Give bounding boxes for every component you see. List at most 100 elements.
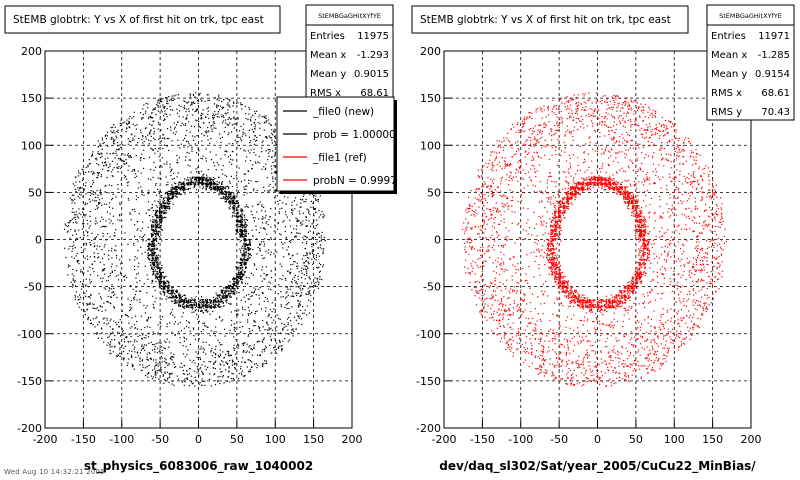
data-point	[321, 210, 323, 213]
data-point	[137, 266, 139, 268]
data-point	[244, 252, 246, 254]
data-point	[317, 277, 319, 279]
data-point	[244, 258, 246, 261]
data-point	[90, 319, 92, 321]
data-point	[220, 299, 222, 301]
data-point	[157, 333, 159, 335]
data-point	[147, 245, 149, 247]
data-point	[317, 287, 319, 289]
data-point	[247, 319, 249, 321]
data-point	[111, 284, 113, 286]
data-point	[243, 376, 245, 378]
data-point	[237, 266, 239, 268]
data-point	[264, 229, 266, 231]
data-point	[166, 163, 168, 165]
data-point	[144, 112, 147, 114]
data-point	[81, 271, 83, 273]
data-point	[225, 113, 227, 115]
data-point	[270, 340, 272, 342]
data-point	[243, 342, 245, 344]
data-point	[219, 363, 221, 365]
data-point	[311, 252, 314, 254]
data-point	[266, 298, 268, 300]
data-point	[88, 286, 90, 288]
data-point	[89, 303, 91, 305]
data-point	[186, 338, 188, 340]
data-point	[241, 258, 243, 260]
data-point	[172, 188, 174, 190]
data-point	[96, 207, 99, 209]
data-point	[218, 182, 220, 184]
data-point	[80, 213, 82, 216]
data-point	[212, 176, 215, 178]
data-point	[249, 368, 251, 371]
data-point	[160, 275, 162, 277]
data-point	[230, 158, 232, 160]
data-point	[173, 302, 176, 304]
data-point	[143, 346, 145, 348]
data-point	[288, 254, 290, 256]
data-point	[211, 347, 213, 349]
data-point	[94, 237, 96, 239]
data-point	[175, 195, 177, 197]
data-point	[255, 363, 257, 365]
data-point	[301, 267, 303, 269]
data-point	[101, 204, 103, 206]
data-point	[144, 128, 147, 130]
data-point	[279, 208, 281, 210]
data-point	[251, 214, 253, 216]
data-point	[259, 123, 261, 125]
data-point	[221, 122, 224, 124]
data-point	[254, 124, 256, 126]
data-point	[219, 383, 221, 385]
data-point	[159, 137, 161, 139]
data-point	[113, 124, 115, 126]
data-point	[228, 367, 230, 369]
data-point	[72, 248, 74, 250]
data-point	[120, 146, 122, 149]
data-point	[79, 301, 81, 303]
data-point	[265, 307, 267, 309]
data-point	[67, 224, 69, 227]
data-point	[228, 124, 230, 126]
data-point	[272, 186, 274, 188]
data-point	[228, 207, 230, 209]
data-point	[263, 300, 265, 302]
data-point	[300, 198, 302, 201]
data-point	[126, 154, 129, 156]
data-point	[148, 255, 150, 257]
data-point	[300, 292, 303, 294]
data-point	[267, 274, 269, 276]
data-point	[242, 326, 244, 328]
data-point	[279, 199, 281, 201]
data-point	[241, 275, 243, 278]
data-point	[265, 167, 267, 169]
data-point	[237, 118, 239, 120]
data-point	[246, 350, 248, 352]
data-point	[145, 136, 147, 138]
data-point	[217, 187, 219, 190]
data-point	[185, 297, 187, 299]
data-point	[245, 230, 247, 232]
data-point	[108, 335, 110, 337]
data-point	[253, 188, 255, 190]
data-point	[191, 181, 193, 183]
data-point	[178, 297, 180, 300]
data-point	[171, 100, 173, 102]
data-point	[237, 209, 239, 211]
data-point	[161, 271, 163, 273]
data-point	[265, 362, 267, 364]
data-point	[294, 208, 296, 210]
data-point	[90, 190, 92, 192]
data-point	[150, 169, 152, 171]
data-point	[182, 183, 184, 185]
data-point	[257, 364, 259, 367]
data-point	[256, 367, 258, 369]
data-point	[151, 257, 153, 259]
data-point	[184, 373, 186, 375]
data-point	[152, 248, 154, 250]
data-point	[219, 189, 221, 191]
data-point	[269, 282, 271, 284]
data-point	[216, 304, 218, 306]
data-point	[216, 183, 218, 185]
